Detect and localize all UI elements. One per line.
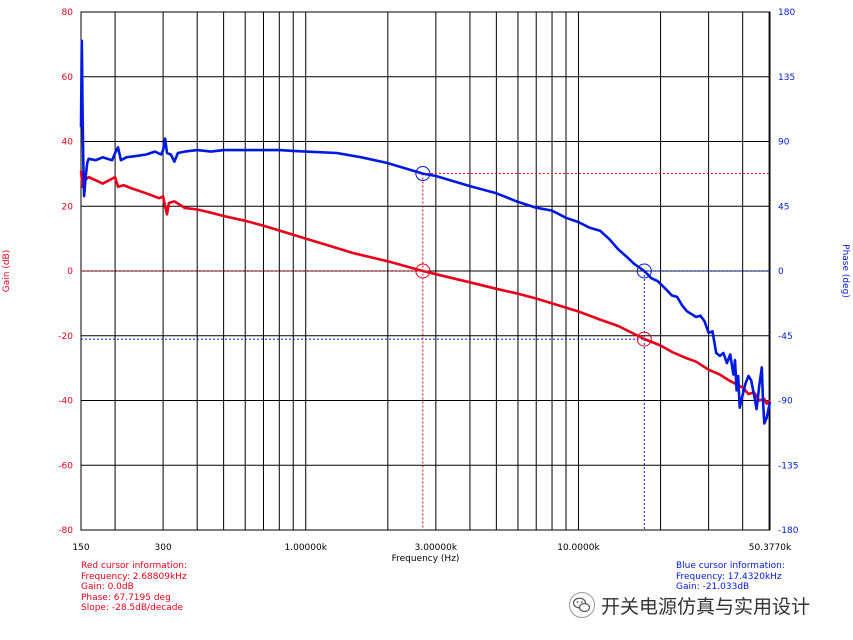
- y-right-tick-label: 0: [778, 267, 784, 277]
- wechat-logo-icon: [569, 592, 595, 618]
- watermark: 开关电源仿真与实用设计: [565, 591, 815, 619]
- x-axis-title: Frequency (Hz): [392, 554, 460, 564]
- grid: [81, 12, 770, 530]
- blue-cursor-gain: Gain: -21.033dB: [676, 582, 750, 593]
- y-right-tick-label: -45: [778, 332, 793, 342]
- y-right-tick-label: -180: [778, 526, 799, 536]
- y-left-tick-label: -80: [58, 526, 73, 536]
- x-tick-label: 50.3770k: [749, 543, 792, 553]
- gain-curve: [79, 170, 771, 406]
- y-left-tick-label: 0: [67, 267, 73, 277]
- red-cursor-title: Red cursor information:: [81, 561, 188, 571]
- y-left-tick-label: 60: [62, 73, 74, 83]
- cursor-guides: [81, 173, 770, 530]
- y-left-tick-label: -40: [58, 397, 73, 407]
- y-left-tick-label: 20: [62, 202, 74, 212]
- x-tick-label: 3.00000k: [415, 543, 458, 553]
- y-right-axis-title: Phase (deg): [840, 244, 850, 298]
- y-right-tick-label: -135: [778, 461, 798, 471]
- y-right-tick-label: 180: [778, 8, 795, 18]
- blue-cursor-title: Blue cursor information:: [676, 561, 785, 571]
- y-right-tick-label: 135: [778, 73, 795, 83]
- red-cursor-frequency: Frequency: 2.68809kHz: [81, 571, 187, 582]
- cursor-markers: [415, 166, 652, 347]
- tick-labels: 150 300 1.00000k 3.00000k 10.0000k 50.3770k 80…: [58, 8, 798, 553]
- y-left-axis-title: Gain (dB): [2, 250, 12, 292]
- red-cursor-gain-marker: [415, 263, 431, 279]
- x-tick-label: 1.00000k: [285, 543, 328, 553]
- blue-cursor-info: Blue cursor information: Frequency: 17.4…: [676, 561, 785, 593]
- y-right-tick-label: -90: [778, 397, 793, 407]
- series: [79, 39, 772, 425]
- phase-curve: [79, 39, 772, 425]
- red-cursor-phase-marker: [415, 166, 431, 182]
- red-cursor-slope: Slope: -28.5dB/decade: [81, 603, 184, 614]
- blue-cursor-frequency: Frequency: 17.4320kHz: [676, 571, 782, 582]
- blue-cursor-gain-marker: [636, 331, 652, 347]
- y-right-tick-label: 45: [778, 202, 789, 212]
- y-left-tick-label: 80: [62, 8, 74, 18]
- watermark-text: 开关电源仿真与实用设计: [601, 595, 811, 618]
- y-left-tick-label: -20: [58, 332, 73, 342]
- y-left-tick-label: -60: [58, 461, 73, 471]
- red-cursor-info: Red cursor information: Frequency: 2.688…: [81, 561, 187, 614]
- y-right-tick-label: 90: [778, 138, 790, 148]
- y-left-tick-label: 40: [62, 138, 74, 148]
- x-tick-label: 150: [72, 543, 89, 553]
- x-tick-label: 300: [155, 543, 172, 553]
- blue-cursor-phase-marker: [636, 263, 652, 279]
- red-cursor-gain: Gain: 0.0dB: [81, 582, 134, 593]
- x-tick-label: 10.0000k: [557, 543, 600, 553]
- red-cursor-phase: Phase: 67.7195 deg: [81, 592, 171, 603]
